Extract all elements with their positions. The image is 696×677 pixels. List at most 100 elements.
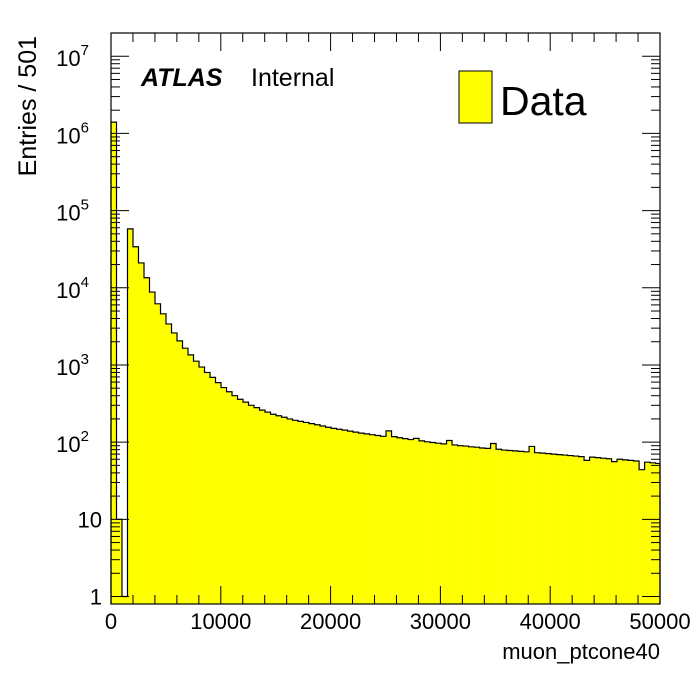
histogram-bin <box>446 440 453 604</box>
internal-label: Internal <box>251 64 334 92</box>
histogram-bin <box>177 340 183 604</box>
histogram-bin <box>468 446 475 604</box>
histogram-bin <box>490 443 497 604</box>
x-tick-labels: 0 10000 20000 30000 40000 50000 <box>105 609 691 634</box>
histogram-bin <box>578 456 585 604</box>
histogram-bin <box>325 427 332 604</box>
histogram-bin <box>254 407 260 604</box>
histogram-bin <box>226 391 233 604</box>
histogram-bin <box>342 430 348 604</box>
histogram-bin <box>336 429 343 604</box>
histogram-bin <box>622 459 629 604</box>
histogram-bin <box>529 446 535 604</box>
histogram-bin <box>215 382 222 604</box>
x-tick-label: 10000 <box>190 609 251 634</box>
histogram-bin <box>160 313 167 604</box>
legend-label-data: Data <box>500 78 587 124</box>
histogram-bin <box>386 430 392 604</box>
histogram-bin <box>149 292 156 604</box>
histogram-bin <box>138 262 144 604</box>
histogram-bars <box>111 122 660 605</box>
histogram-bin <box>303 422 310 604</box>
histogram-bin <box>331 428 337 604</box>
x-tick-label: 50000 <box>629 609 690 634</box>
histogram-bin <box>155 303 161 604</box>
histogram-bin <box>276 415 282 604</box>
histogram-bin <box>144 277 150 604</box>
histogram-bin <box>259 410 266 604</box>
histogram-bin <box>424 441 431 604</box>
x-tick-label: 0 <box>105 609 117 634</box>
histogram-bin <box>265 412 271 604</box>
histogram-bin <box>248 405 255 604</box>
histogram-bin <box>397 437 403 604</box>
histogram-bin <box>534 452 541 604</box>
atlas-label: ATLAS <box>140 64 223 92</box>
histogram-bin <box>573 456 579 604</box>
histogram-bin <box>320 425 326 604</box>
histogram-bin <box>298 421 304 604</box>
histogram-bin <box>309 423 315 604</box>
histogram-bin <box>419 440 425 604</box>
x-axis-label: muon_ptcone40 <box>502 639 660 664</box>
histogram-bin <box>655 463 660 604</box>
histogram-bin <box>556 454 563 604</box>
y-tick-labels: 1 10 102 103 104 105 106 107 <box>56 42 102 609</box>
histogram-bin <box>430 442 436 604</box>
y-tick-label: 104 <box>56 274 89 303</box>
histogram-bin <box>512 450 519 604</box>
histogram-bin <box>199 367 205 604</box>
histogram-bin <box>501 450 508 604</box>
histogram-bin <box>617 459 623 604</box>
histogram-bin <box>116 519 122 604</box>
histogram-bin <box>435 443 442 604</box>
y-tick-label: 1 <box>90 585 102 610</box>
histogram-bin <box>507 450 513 604</box>
histogram-bin <box>606 458 612 604</box>
histogram-bin <box>204 372 211 604</box>
histogram-bin <box>611 461 618 604</box>
histogram-bin <box>171 332 178 604</box>
histogram-bin <box>133 246 139 604</box>
histogram-bin <box>644 462 651 604</box>
histogram-bin <box>380 436 387 604</box>
histogram-bin <box>402 438 409 604</box>
histogram-bin <box>237 399 244 604</box>
histogram-bin <box>127 228 133 605</box>
histogram-bin <box>182 348 189 604</box>
histogram-bin <box>347 431 354 604</box>
histogram-bin <box>523 451 530 604</box>
histogram-bin <box>479 448 486 604</box>
y-tick-label: 107 <box>56 42 89 71</box>
histogram-bin <box>496 449 502 604</box>
histogram-bin <box>600 458 607 604</box>
histogram-bin <box>545 453 552 604</box>
y-tick-label: 106 <box>56 119 89 148</box>
histogram-bin <box>628 460 634 604</box>
histogram-bin <box>589 457 596 604</box>
histogram-bin <box>287 418 293 604</box>
histogram-bin <box>408 439 414 604</box>
histogram-bin <box>562 455 568 604</box>
histogram-bin <box>463 446 469 604</box>
histogram-bin <box>193 361 200 604</box>
histogram-bin <box>595 457 601 604</box>
y-tick-label: 103 <box>56 351 89 380</box>
histogram-bin <box>292 420 299 604</box>
histogram-bin <box>111 122 117 604</box>
histogram-bin <box>221 387 227 604</box>
histogram-outline <box>110 121 661 604</box>
histogram-bin <box>210 377 216 604</box>
y-tick-label: 102 <box>56 428 89 457</box>
histogram-bin <box>281 417 288 604</box>
histogram-bin <box>540 453 546 604</box>
histogram-bin <box>188 354 194 604</box>
legend-swatch-data <box>458 70 493 124</box>
histogram-bin <box>650 462 656 604</box>
y-axis-label: Entries / 501 <box>14 36 42 176</box>
histogram-bin <box>122 596 128 604</box>
histogram-bin <box>413 438 420 604</box>
y-tick-label: 105 <box>56 197 89 226</box>
histogram-bin <box>314 424 321 604</box>
histogram-bin <box>375 435 381 604</box>
